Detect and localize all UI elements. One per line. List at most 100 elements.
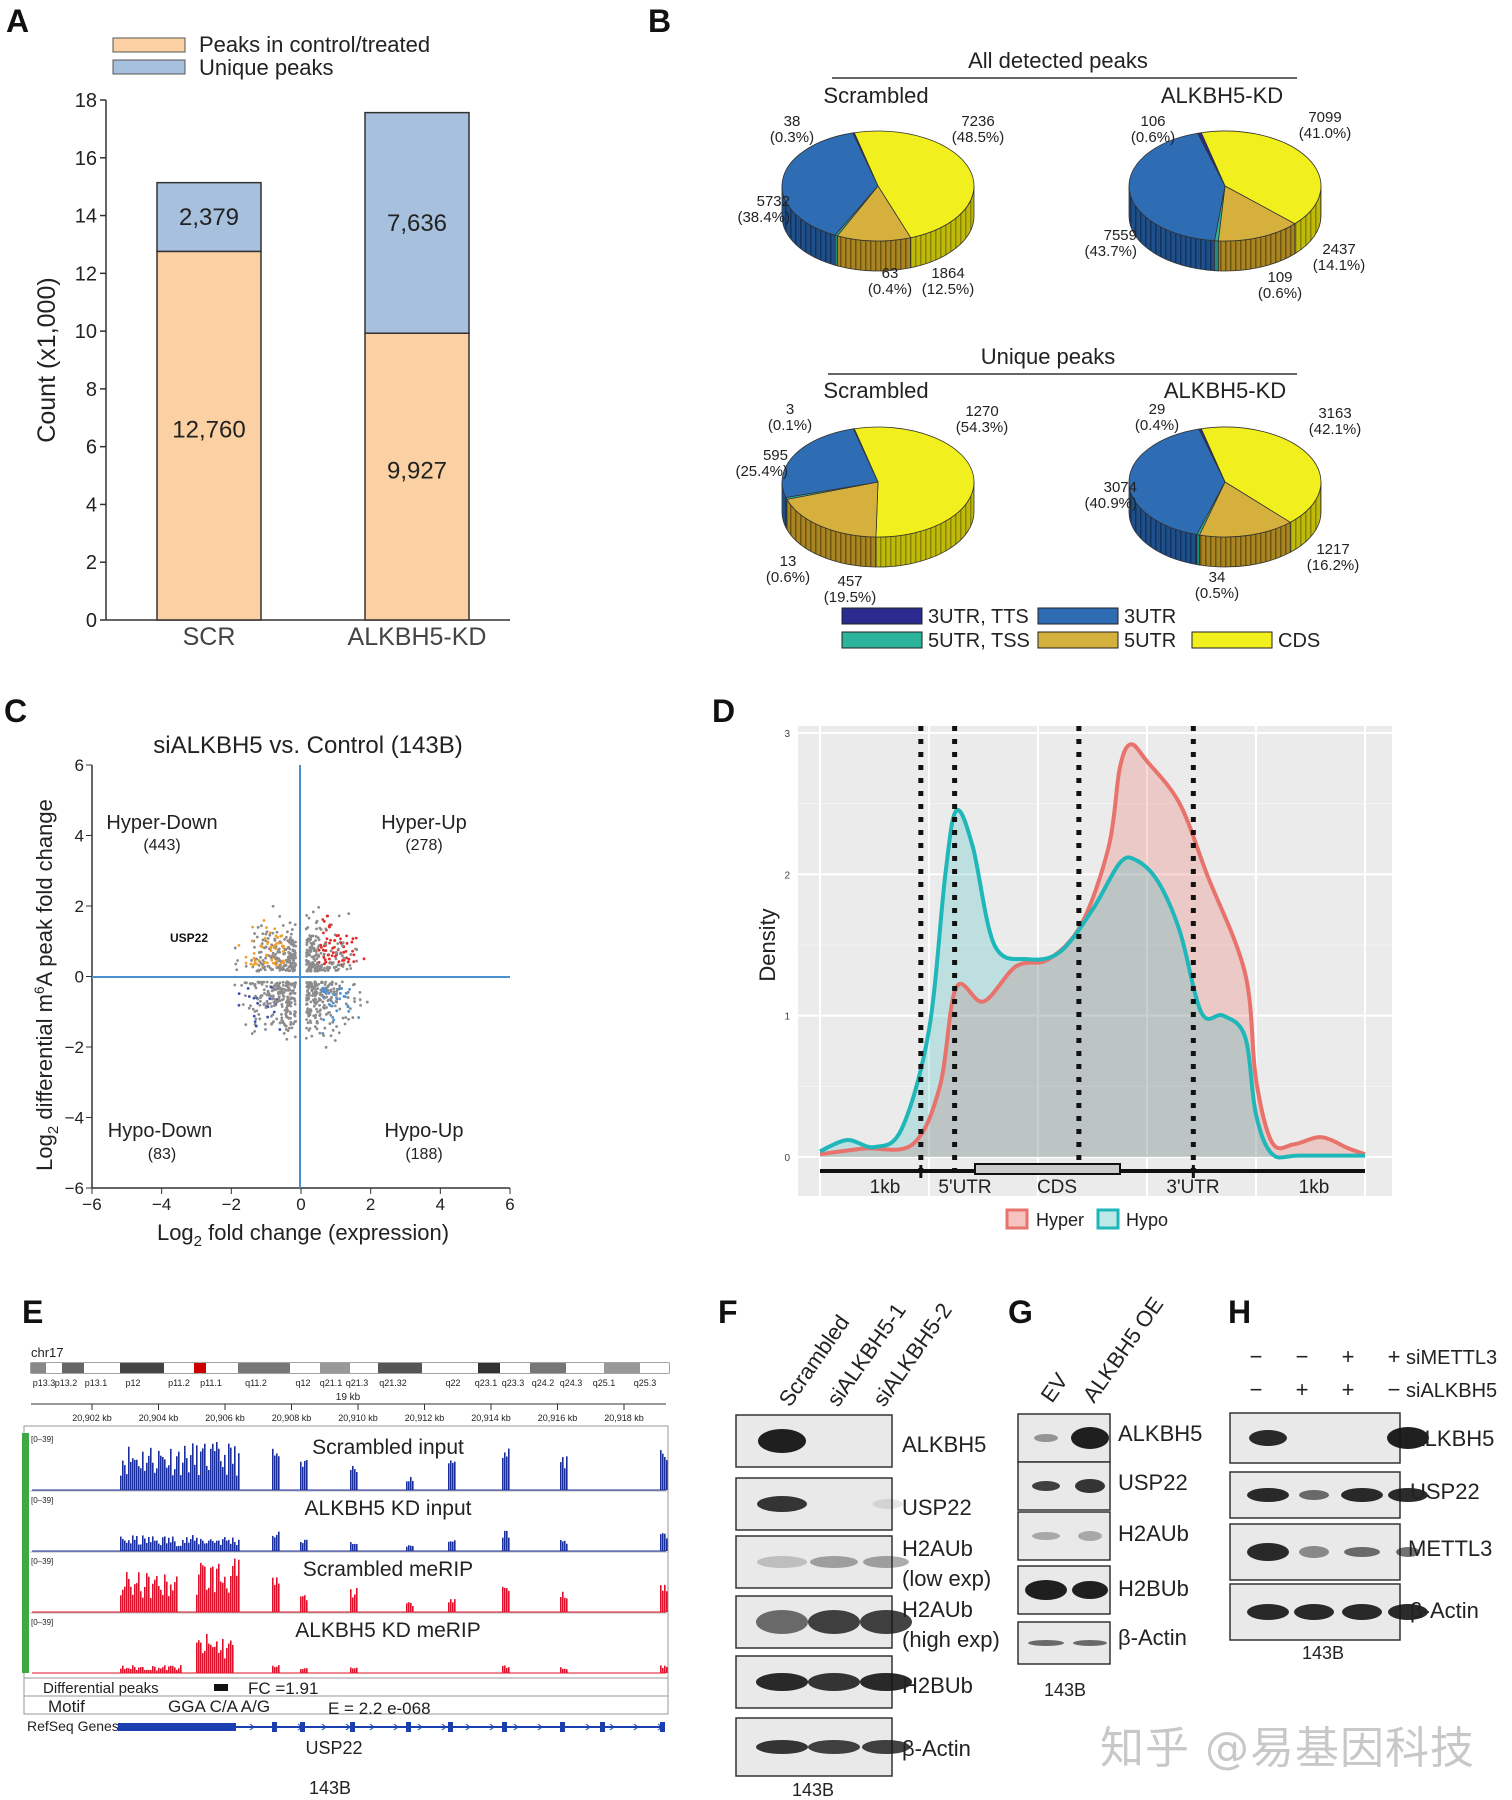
scatter-point bbox=[322, 1003, 326, 1007]
y-tick-label: 1 bbox=[784, 1012, 790, 1023]
scatter-point bbox=[255, 957, 258, 961]
track-bar bbox=[180, 1665, 182, 1673]
track-bar bbox=[278, 1531, 280, 1551]
track-bar bbox=[136, 1669, 138, 1673]
track-range: [0–39] bbox=[31, 1496, 53, 1505]
scatter-point bbox=[290, 928, 294, 931]
track-bar bbox=[218, 1540, 220, 1551]
scatter-point bbox=[280, 1016, 284, 1020]
track-bar bbox=[172, 1665, 174, 1673]
scatter-point bbox=[357, 1016, 361, 1019]
track-bar bbox=[226, 1540, 228, 1551]
scatter-point bbox=[314, 1016, 317, 1020]
scatter-point bbox=[241, 1003, 245, 1006]
gene-exon bbox=[560, 1722, 565, 1732]
scatter-point bbox=[293, 1035, 297, 1039]
scatter-point bbox=[262, 919, 266, 922]
scatter-point bbox=[293, 1020, 297, 1024]
scatter-point bbox=[281, 997, 285, 1001]
scatter-point bbox=[266, 965, 270, 968]
track-bar bbox=[196, 1445, 198, 1490]
scatter-point bbox=[271, 904, 275, 908]
scatter-point bbox=[257, 964, 261, 967]
scatter-point bbox=[313, 969, 317, 973]
track-bar bbox=[144, 1670, 146, 1673]
y-tick-label: 3 bbox=[784, 729, 790, 740]
scatter-point bbox=[310, 934, 314, 938]
track-bar bbox=[662, 1667, 664, 1673]
ideogram-band bbox=[164, 1363, 194, 1373]
track-bar bbox=[278, 1665, 280, 1673]
scatter-point bbox=[335, 934, 339, 938]
h-row-mettl3: METTL3 bbox=[1408, 1536, 1492, 1561]
legend-swatch-3utr bbox=[1037, 607, 1119, 625]
track-bar bbox=[508, 1448, 510, 1490]
x-tick-label: 4 bbox=[436, 1195, 445, 1214]
scatter-point bbox=[320, 980, 324, 984]
scatter-point bbox=[262, 980, 266, 984]
scatter-point bbox=[289, 932, 293, 936]
scatter-point bbox=[291, 962, 294, 966]
track-bar bbox=[562, 1591, 564, 1612]
scatter-point bbox=[258, 1003, 262, 1007]
h-row-alkbh5: ALKBH5 bbox=[1410, 1426, 1494, 1451]
track-bar bbox=[272, 1665, 274, 1673]
slice-pct: (14.1%) bbox=[1313, 257, 1366, 274]
slice-pct: (0.4%) bbox=[1135, 417, 1179, 434]
track-bar bbox=[354, 1469, 356, 1490]
d-vlines bbox=[918, 726, 1196, 1170]
track-bar bbox=[148, 1669, 150, 1673]
scatter-point bbox=[327, 983, 331, 987]
track-bar bbox=[200, 1451, 202, 1490]
scatter-point bbox=[317, 982, 320, 986]
ideogram-band bbox=[640, 1363, 669, 1373]
scatter-point bbox=[263, 937, 267, 940]
track-bar bbox=[216, 1568, 218, 1612]
track-bar bbox=[272, 1577, 274, 1612]
track-bar bbox=[238, 1539, 240, 1551]
scatter-point bbox=[268, 994, 272, 998]
scatter-point bbox=[264, 956, 267, 960]
track-bar bbox=[562, 1668, 564, 1673]
scatter-point bbox=[294, 981, 298, 985]
track-bar bbox=[164, 1665, 166, 1673]
scatter-point bbox=[351, 949, 354, 953]
track-bar bbox=[448, 1463, 450, 1490]
scatter-point bbox=[280, 1002, 284, 1006]
scatter-point bbox=[278, 1021, 282, 1025]
scatter-point bbox=[313, 1001, 317, 1005]
track-bar bbox=[234, 1542, 236, 1551]
scatter-point bbox=[347, 912, 351, 916]
track-bar bbox=[356, 1544, 358, 1551]
scatter-point bbox=[319, 991, 322, 995]
pie-slice bbox=[1128, 132, 1226, 242]
band-label: p12 bbox=[125, 1378, 140, 1388]
track-range: [0–39] bbox=[31, 1557, 53, 1566]
track-bar bbox=[170, 1542, 172, 1551]
scatter-point bbox=[259, 999, 262, 1003]
ideogram-band bbox=[46, 1363, 62, 1373]
bar-unique-0 bbox=[156, 181, 262, 253]
scatter-point bbox=[333, 993, 336, 997]
scatter-point bbox=[305, 941, 309, 944]
strand-arrow bbox=[465, 1723, 471, 1731]
track-bar bbox=[160, 1455, 162, 1490]
scatter-point bbox=[315, 1019, 319, 1023]
scatter-point bbox=[307, 939, 311, 943]
scatter-point bbox=[331, 1020, 335, 1024]
scatter-point bbox=[351, 983, 355, 987]
panel-label-d: D bbox=[712, 693, 735, 729]
scatter-point bbox=[316, 964, 320, 968]
c-ticks: −6−6 −4 −4 −2 −2 0 0 2 2 4 4 6 6 bbox=[65, 756, 515, 1214]
scatter-point bbox=[307, 1028, 311, 1032]
track-bar bbox=[152, 1666, 154, 1673]
region-label: CDS bbox=[1037, 1177, 1077, 1198]
track-bar bbox=[190, 1455, 192, 1490]
pie-slice bbox=[1198, 481, 1292, 538]
panel-label-h: H bbox=[1228, 1294, 1251, 1330]
scatter-point bbox=[323, 1006, 326, 1010]
scatter-point bbox=[365, 1000, 369, 1004]
track-bar bbox=[144, 1538, 146, 1551]
scatter-point bbox=[270, 989, 274, 993]
scatter-point bbox=[305, 1026, 308, 1030]
